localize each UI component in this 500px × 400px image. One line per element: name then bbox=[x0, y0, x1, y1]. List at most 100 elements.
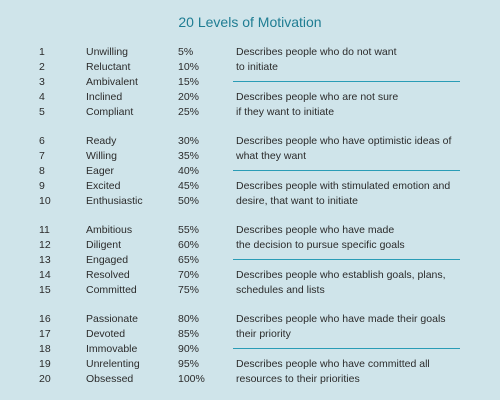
level-description: what they want bbox=[236, 150, 307, 162]
table-row: 10 Enthusiastic 50% desire, that want to… bbox=[0, 193, 500, 209]
level-name: Engaged bbox=[86, 254, 129, 266]
level-percent: 10% bbox=[178, 61, 200, 73]
table-row: 19 Unrelenting 95% Describes people who … bbox=[0, 356, 500, 372]
level-percent: 60% bbox=[178, 239, 200, 251]
level-description: Describes people with stimulated emotion… bbox=[236, 180, 451, 192]
level-name: Passionate bbox=[86, 313, 138, 325]
level-percent: 70% bbox=[178, 269, 200, 281]
table-row: 12 Diligent 60% the decision to pursue s… bbox=[0, 237, 500, 253]
level-description: their priority bbox=[236, 328, 291, 340]
level-name: Immovable bbox=[86, 343, 138, 355]
level-number: 14 bbox=[39, 269, 51, 281]
level-description: Describes people who have committed all bbox=[236, 358, 430, 370]
table-row: 5 Compliant 25% if they want to initiate bbox=[0, 104, 500, 120]
level-name: Enthusiastic bbox=[86, 195, 143, 207]
table-row: 9 Excited 45% Describes people with stim… bbox=[0, 178, 500, 194]
level-name: Inclined bbox=[86, 91, 123, 103]
level-name: Willing bbox=[86, 150, 117, 162]
level-percent: 90% bbox=[178, 343, 200, 355]
level-number: 17 bbox=[39, 328, 51, 340]
level-name: Obsessed bbox=[86, 373, 134, 385]
level-number: 4 bbox=[39, 91, 45, 103]
level-number: 7 bbox=[39, 150, 45, 162]
level-number: 2 bbox=[39, 61, 45, 73]
level-description: resources to their priorities bbox=[236, 373, 360, 385]
level-number: 1 bbox=[39, 46, 45, 58]
level-percent: 50% bbox=[178, 195, 200, 207]
level-number: 9 bbox=[39, 180, 45, 192]
table-row: 11 Ambitious 55% Describes people who ha… bbox=[0, 222, 500, 238]
table-row: 3 Ambivalent 15% bbox=[0, 74, 500, 90]
level-percent: 25% bbox=[178, 106, 200, 118]
table-row: 18 Immovable 90% bbox=[0, 341, 500, 357]
table-row: 14 Resolved 70% Describes people who est… bbox=[0, 267, 500, 283]
level-description: Describes people who are not sure bbox=[236, 91, 399, 103]
level-name: Unrelenting bbox=[86, 358, 140, 370]
table-row: 7 Willing 35% what they want bbox=[0, 148, 500, 164]
level-percent: 95% bbox=[178, 358, 200, 370]
level-percent: 35% bbox=[178, 150, 200, 162]
level-number: 10 bbox=[39, 195, 51, 207]
section-divider bbox=[233, 170, 460, 171]
table-row: 6 Ready 30% Describes people who have op… bbox=[0, 133, 500, 149]
level-description: desire, that want to initiate bbox=[236, 195, 358, 207]
level-number: 20 bbox=[39, 373, 51, 385]
level-percent: 15% bbox=[178, 76, 200, 88]
level-percent: 20% bbox=[178, 91, 200, 103]
level-name: Devoted bbox=[86, 328, 126, 340]
table-row: 20 Obsessed 100% resources to their prio… bbox=[0, 371, 500, 387]
section-divider bbox=[233, 81, 460, 82]
level-description: Describes people who have made bbox=[236, 224, 395, 236]
level-number: 11 bbox=[39, 224, 50, 236]
level-percent: 85% bbox=[178, 328, 200, 340]
level-percent: 30% bbox=[178, 135, 200, 147]
level-description: to initiate bbox=[236, 61, 279, 73]
level-description: schedules and lists bbox=[236, 284, 325, 296]
level-percent: 80% bbox=[178, 313, 200, 325]
level-description: Describes people who do not want bbox=[236, 46, 397, 58]
table-row: 13 Engaged 65% bbox=[0, 252, 500, 268]
level-name: Ambitious bbox=[86, 224, 133, 236]
level-name: Ready bbox=[86, 135, 117, 147]
level-name: Resolved bbox=[86, 269, 130, 281]
section-divider bbox=[233, 348, 460, 349]
table-row: 17 Devoted 85% their priority bbox=[0, 326, 500, 342]
level-name: Compliant bbox=[86, 106, 134, 118]
level-name: Committed bbox=[86, 284, 137, 296]
table-row: 2 Reluctant 10% to initiate bbox=[0, 59, 500, 75]
level-name: Unwilling bbox=[86, 46, 129, 58]
level-name: Ambivalent bbox=[86, 76, 138, 88]
level-percent: 45% bbox=[178, 180, 200, 192]
level-percent: 100% bbox=[178, 373, 205, 385]
table-row: 8 Eager 40% bbox=[0, 163, 500, 179]
level-number: 3 bbox=[39, 76, 45, 88]
level-percent: 40% bbox=[178, 165, 200, 177]
level-number: 16 bbox=[39, 313, 51, 325]
table-row: 1 Unwilling 5% Describes people who do n… bbox=[0, 44, 500, 60]
level-percent: 75% bbox=[178, 284, 200, 296]
level-number: 12 bbox=[39, 239, 51, 251]
level-description: if they want to initiate bbox=[236, 106, 335, 118]
level-number: 15 bbox=[39, 284, 51, 296]
level-name: Reluctant bbox=[86, 61, 131, 73]
level-number: 5 bbox=[39, 106, 45, 118]
level-number: 13 bbox=[39, 254, 51, 266]
level-percent: 65% bbox=[178, 254, 200, 266]
section-divider bbox=[233, 259, 460, 260]
level-percent: 5% bbox=[178, 46, 194, 58]
level-number: 6 bbox=[39, 135, 45, 147]
level-name: Diligent bbox=[86, 239, 122, 251]
level-description: the decision to pursue specific goals bbox=[236, 239, 405, 251]
level-description: Describes people who have made their goa… bbox=[236, 313, 446, 325]
page-title: 20 Levels of Motivation bbox=[178, 14, 322, 30]
level-percent: 55% bbox=[178, 224, 200, 236]
table-row: 15 Committed 75% schedules and lists bbox=[0, 282, 500, 298]
level-name: Eager bbox=[86, 165, 115, 177]
level-number: 8 bbox=[39, 165, 45, 177]
level-name: Excited bbox=[86, 180, 121, 192]
table-row: 16 Passionate 80% Describes people who h… bbox=[0, 311, 500, 327]
level-number: 19 bbox=[39, 358, 51, 370]
level-number: 18 bbox=[39, 343, 51, 355]
table-row: 4 Inclined 20% Describes people who are … bbox=[0, 89, 500, 105]
level-description: Describes people who have optimistic ide… bbox=[236, 135, 452, 147]
